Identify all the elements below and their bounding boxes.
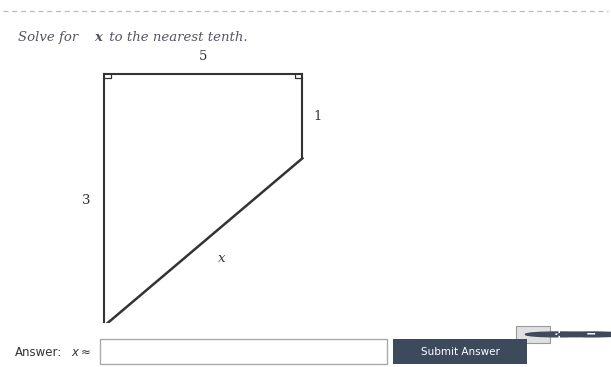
FancyBboxPatch shape xyxy=(516,326,550,343)
Text: Answer:: Answer: xyxy=(15,346,62,359)
Text: x: x xyxy=(95,30,103,44)
Bar xyxy=(100,339,387,364)
Text: $x \approx$: $x \approx$ xyxy=(71,346,91,359)
Text: 1: 1 xyxy=(313,110,322,123)
Text: −: − xyxy=(586,328,597,341)
Text: 3: 3 xyxy=(82,194,90,207)
Bar xyxy=(393,339,527,364)
Text: :::: ::: xyxy=(530,331,536,337)
Text: Solve for: Solve for xyxy=(18,30,83,44)
Text: Submit Answer: Submit Answer xyxy=(420,346,500,357)
Text: to the nearest tenth.: to the nearest tenth. xyxy=(105,30,247,44)
Circle shape xyxy=(525,332,593,337)
Text: +: + xyxy=(554,328,565,341)
Text: 5: 5 xyxy=(199,50,207,63)
Circle shape xyxy=(558,332,611,337)
Text: x: x xyxy=(218,252,225,265)
